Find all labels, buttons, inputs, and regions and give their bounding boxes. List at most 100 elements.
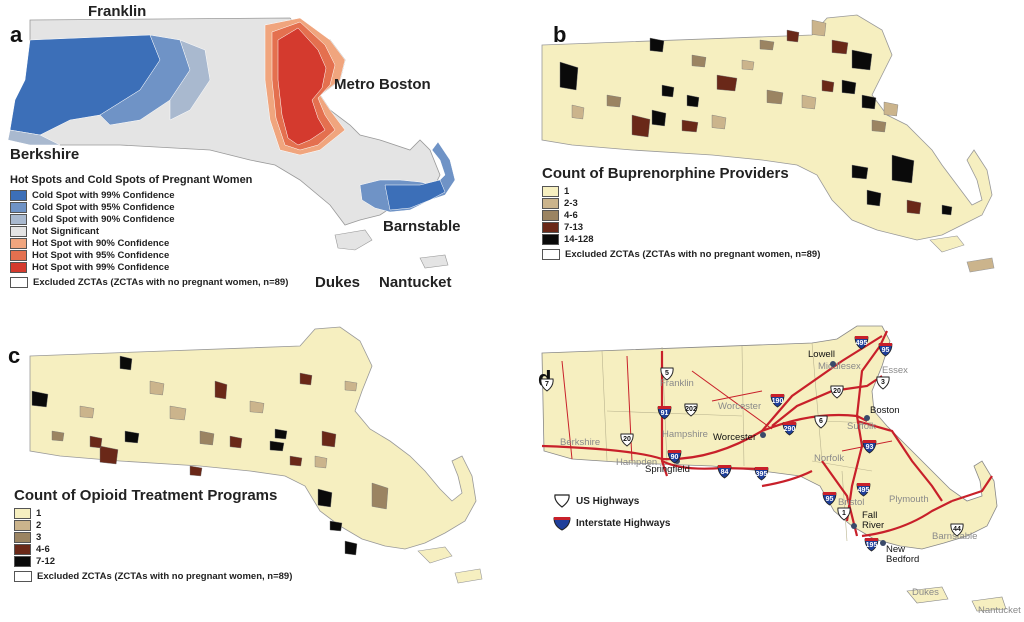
ma-outline [29,326,477,550]
legend-label: 7-13 [564,221,584,233]
zcta-patch [883,101,899,117]
zcta-patch [79,405,95,419]
zcta-patch [329,520,343,532]
legend-item: Cold Spot with 99% Confidence [10,189,288,201]
panel-b-label: b [553,22,567,47]
legend-swatch [10,261,27,273]
zcta-patch [891,154,915,184]
legend-item: 7-13 [542,221,820,233]
legend-item: Not Significant [10,225,288,237]
legend-swatch [14,570,32,582]
legend-excluded: Excluded ZCTAs (ZCTAs with no pregnant w… [10,276,288,288]
panel-a-label: a [10,22,23,47]
interstate-number: 93 [865,444,874,451]
us-highway-icon [554,494,570,508]
zcta-patch [716,74,738,92]
county-norfolk: Norfolk [814,453,845,464]
city-worcester: Worcester [713,432,757,443]
us-highway-shield-icon: 6 [814,415,828,429]
region-metro-boston: Metro Boston [334,76,431,93]
interstate-shield-icon: 84 [717,464,732,479]
panel-b-map [541,14,995,273]
legend-swatch [10,276,28,288]
ma-dukes [417,546,453,564]
legend-swatch [14,555,31,567]
interstate-shield-icon: 91 [657,405,672,420]
legend-swatch [542,209,559,221]
legend-excluded-label: Excluded ZCTAs (ZCTAs with no pregnant w… [37,570,293,582]
region-berkshire: Berkshire [10,146,80,163]
legend-excluded: Excluded ZCTAs (ZCTAs with no pregnant w… [542,248,820,260]
us-highway-number: 1 [842,510,846,517]
legend-label: Cold Spot with 99% Confidence [32,189,175,201]
zcta-patch [759,39,775,51]
county-worcester: Worcester [718,401,762,412]
us-highway-shield-icon: 20 [830,385,844,399]
count-patches [559,19,953,216]
legend-swatch [542,185,559,197]
zcta-patch [786,29,800,43]
zcta-patch [691,54,707,68]
county-plymouth: Plymouth [889,494,929,505]
ma-dukes [929,235,965,253]
legend-label: Cold Spot with 90% Confidence [32,213,175,225]
panel-b-buprenorphine-map: b Count of Buprenorphine Providers 1 2-3 4… [512,0,1024,311]
legend-label: 1 [36,507,42,519]
region-nantucket: Nantucket [379,274,452,291]
zcta-patch [831,39,849,55]
legend-item: 3 [14,531,292,543]
city-fall-river: Fall River [862,510,885,531]
legend-swatch [14,507,31,519]
zcta-patch [274,428,288,440]
interstate-number: 395 [755,471,768,478]
panel-c-label: c [8,343,21,368]
interstate-shield-icon: 93 [862,439,877,454]
zcta-patch [119,355,133,371]
us-highway-number: 5 [665,370,669,377]
legend-label: 4-6 [36,543,50,555]
legend-item: Hot Spot with 90% Confidence [10,237,288,249]
legend-label: Hot Spot with 99% Confidence [32,261,170,273]
county-hampshire: Hampshire [662,429,708,440]
zcta-patch [189,465,203,477]
zcta-patch [344,540,358,556]
legend-interstate-label: Interstate Highways [576,517,671,529]
interstate-number: 90 [670,454,679,461]
city-dot-boston [864,415,870,421]
interstate-number: 95 [825,496,834,503]
legend-swatch [542,221,559,233]
zcta-patch [941,204,953,216]
interstate-number: 195 [865,542,878,549]
county-dukes: Dukes [912,587,939,598]
zcta-patch [559,61,579,91]
ma-dukes [906,586,949,604]
interstate-shield-icon: 95 [822,491,837,506]
legend-title: Count of Buprenorphine Providers [542,165,789,182]
ma-nantucket [966,257,995,273]
zcta-patch [711,114,727,130]
legend-item: 2-3 [542,197,820,209]
ma-nantucket [454,568,483,584]
city-dot-new-bedford [880,540,886,546]
legend-swatch [10,249,27,261]
city-lowell: Lowell [808,349,835,360]
city-dot-worcester [760,432,766,438]
interstate-number: 495 [857,487,870,494]
legend-swatch [10,225,27,237]
interstate-shield-icon: 195 [864,537,879,552]
legend-title: Count of Opioid Treatment Programs [14,487,278,504]
interstate-number: 91 [660,410,669,417]
zcta-patch [214,380,228,400]
interstate-number: 495 [855,340,868,347]
zcta-patch [344,380,358,392]
legend-item: 14-128 [542,233,820,245]
us-highway-number: 44 [953,526,961,533]
interstate-shield-icon: 90 [667,449,682,464]
cape-cold99 [384,179,446,211]
legend-swatch [10,213,27,225]
legend-label: 1 [564,185,570,197]
legend-item: Cold Spot with 95% Confidence [10,201,288,213]
legend-label: Cold Spot with 95% Confidence [32,201,175,213]
cold90-berkshire [7,129,61,146]
